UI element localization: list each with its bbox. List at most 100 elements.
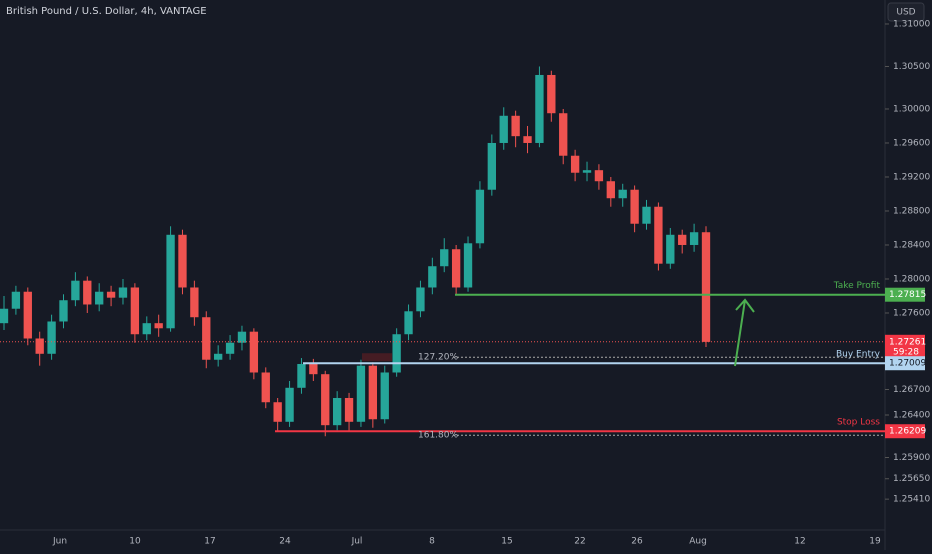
candle-body [630,189,639,224]
y-tick-label: 1.28400 [893,240,930,250]
level-tag-label: 1.27009 [889,359,926,369]
candle-body [678,234,687,245]
candle-body [154,323,163,329]
x-tick-label: 24 [279,537,291,547]
candle-body [35,338,44,354]
candle-body [190,287,199,318]
candle-body [499,115,508,143]
candle-body [202,317,211,360]
candle-body [404,311,413,335]
candle-body [23,291,32,339]
y-tick-label: 1.28800 [893,206,930,216]
y-tick-label: 1.26400 [893,410,930,420]
currency-button[interactable] [887,2,925,22]
y-tick-label: 1.25410 [893,495,930,505]
candle-body [463,243,473,288]
candle-body [166,234,175,329]
level-tag-label: 1.27815 [889,290,926,300]
current-price-label: 1.27261 [889,337,926,347]
candle-body [392,334,401,373]
level-name: Stop Loss [837,418,880,428]
candle-body [511,115,520,137]
candle-body [428,266,437,288]
candle-body [356,365,366,422]
y-tick-label: 1.29600 [893,138,930,148]
x-tick-label: 15 [501,537,512,547]
level-name: Take Profit [833,281,881,291]
candle-body [130,287,140,335]
candle-body [285,387,294,422]
y-tick-label: 1.25900 [893,453,930,463]
candle-body [321,374,330,426]
candle-body [95,291,104,305]
candle-body [237,331,247,343]
level-tag [885,424,925,439]
candle-body [225,342,235,354]
currency-label[interactable]: USD [896,8,915,18]
candle-body [344,397,354,422]
candle-body [106,291,116,298]
fib-zone [362,353,392,362]
candle-body [451,249,461,288]
candle-body [71,280,80,301]
candle-body [273,402,282,422]
x-tick-label: Aug [689,537,707,547]
candle-body [214,353,223,360]
candle-body [332,397,342,426]
candle-body [570,155,580,173]
x-tick-label: 19 [869,537,881,547]
y-tick-label: 1.25650 [893,474,930,484]
candle-body [47,321,56,354]
candle-body [249,331,259,373]
candle-body [606,181,615,199]
y-tick-label: 1.29200 [893,172,930,182]
candle-body [594,170,604,182]
candle-body [416,287,425,312]
fib-label: 127.20% [418,353,458,363]
candle-body [0,308,9,324]
x-tick-label: Jun [52,537,67,547]
y-tick-label: 1.27600 [893,308,930,318]
x-tick-label: 22 [574,537,585,547]
candle-body [59,300,68,322]
candle-body [380,372,389,420]
candle-body [261,372,270,403]
candle-body [475,189,485,244]
x-tick-label: 12 [794,537,805,547]
x-tick-label: 10 [129,537,141,547]
chart-title: British Pound / U.S. Dollar, 4h, VANTAGE [6,6,207,17]
candle-body [642,206,651,224]
x-tick-label: 17 [204,537,215,547]
candle-body [559,113,568,156]
candle-body [142,323,151,335]
x-tick-label: 8 [429,537,435,547]
candle-body [535,74,544,143]
candle-body [297,363,306,388]
candle-body [440,249,449,267]
candle-body [178,234,187,288]
y-tick-label: 1.28000 [893,274,930,284]
target-arrow [734,298,755,367]
candle-body [689,232,699,245]
candle-body [582,170,592,173]
level-tag-label: 1.26209 [889,427,926,437]
y-tick-label: 1.30500 [893,62,930,72]
candle-body [654,206,663,264]
candle-body [11,291,21,309]
fib-label: 161.80% [418,431,458,441]
x-tick-label: Jul [351,537,363,547]
candle-body [701,232,711,342]
candle-body [547,74,556,114]
candle-body [487,142,496,190]
candle-body [118,287,128,298]
x-tick-label: 26 [631,537,643,547]
level-name: Buy Entry [836,350,881,360]
candle-body [666,234,675,264]
candle-body [368,365,378,420]
candle-body [523,136,532,143]
candle-body [309,363,318,375]
countdown-label: 59:28 [893,347,919,357]
level-tag [885,356,925,371]
candle-body [618,189,627,199]
